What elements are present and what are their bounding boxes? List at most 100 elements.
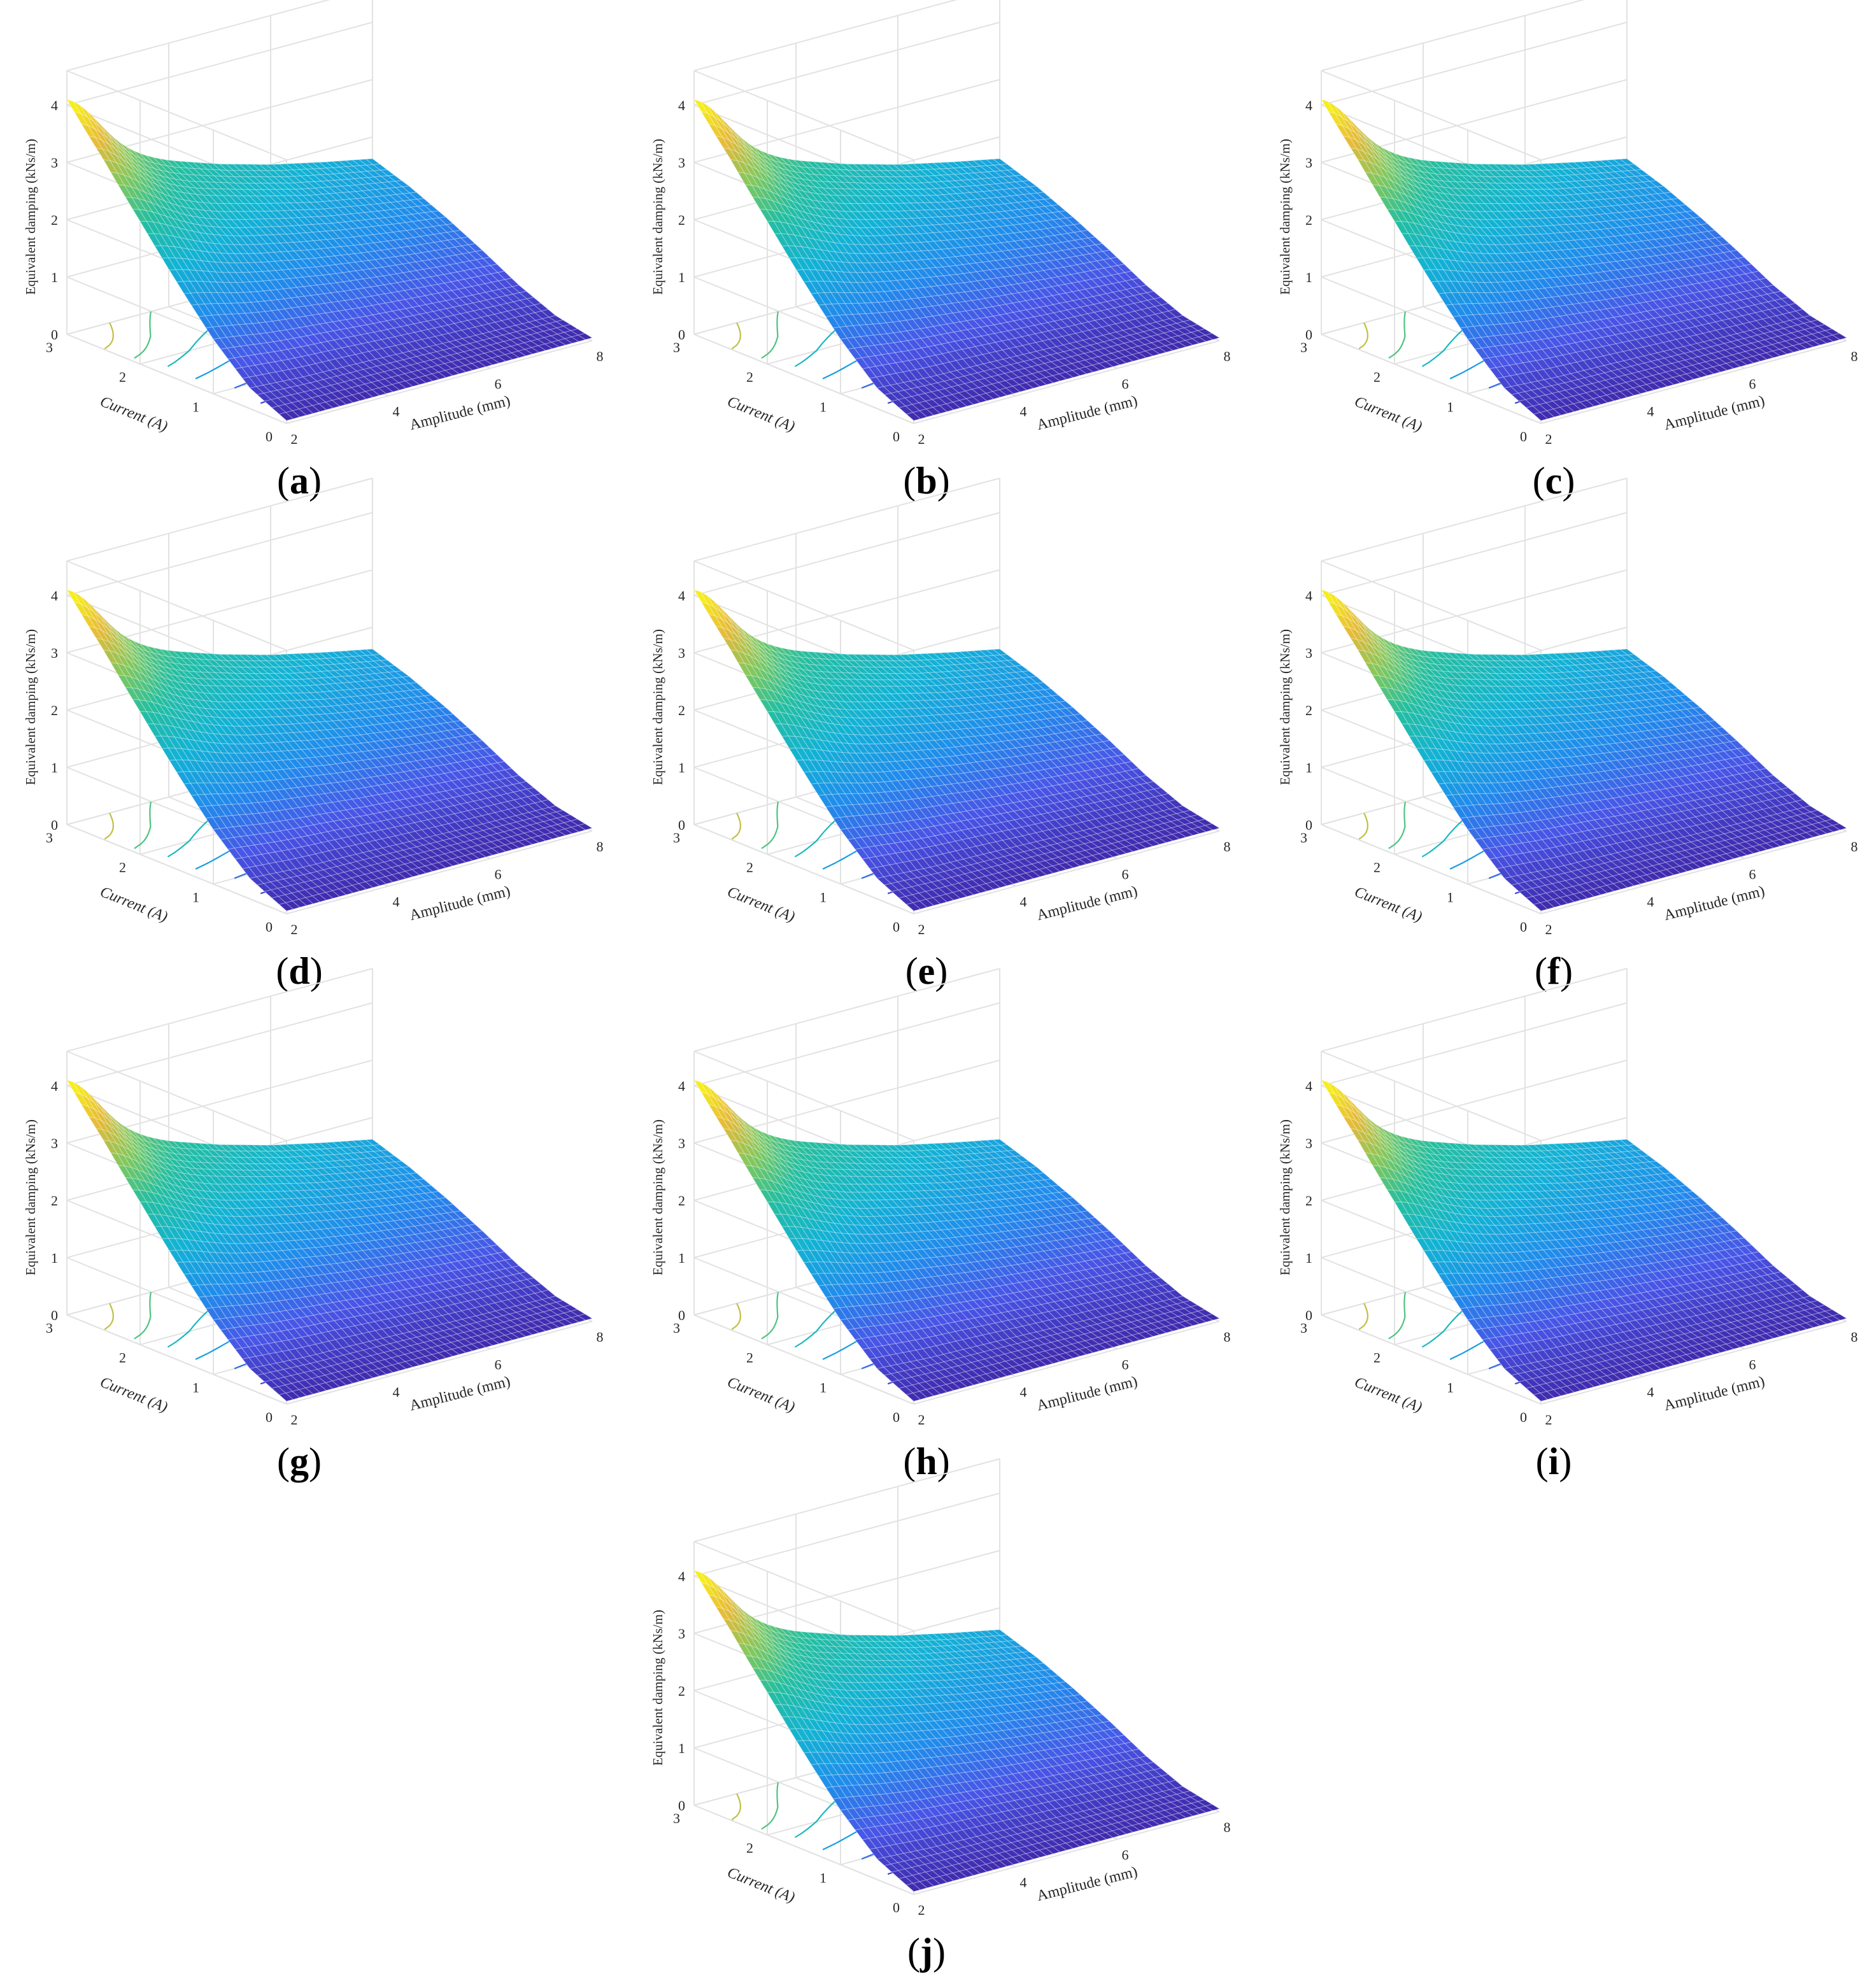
surface-patch bbox=[1817, 323, 1833, 331]
z-tick-label: 0 bbox=[1305, 327, 1312, 343]
surface-patch bbox=[1043, 198, 1060, 206]
surface-patch bbox=[372, 654, 388, 661]
z-tick-label: 4 bbox=[1305, 97, 1312, 113]
z-axis-title: Equivalent damping (kNs/m) bbox=[650, 139, 665, 295]
x-tick-label: 6 bbox=[1122, 376, 1129, 392]
y-axis-title: Current (A) bbox=[97, 394, 169, 436]
surface-patch bbox=[1766, 285, 1782, 294]
surface-patch bbox=[1036, 192, 1052, 200]
y-axis-title: Current (A) bbox=[725, 394, 797, 436]
x-tick-label: 2 bbox=[1545, 431, 1552, 447]
caption-close-paren: ) bbox=[309, 460, 322, 502]
surface-patch bbox=[1619, 158, 1636, 166]
surface-patch bbox=[562, 323, 579, 331]
x-tick-label: 8 bbox=[597, 348, 604, 364]
grid-line-floor-y bbox=[286, 830, 593, 914]
surface-patch bbox=[364, 648, 381, 656]
caption-open-paren: ( bbox=[903, 460, 916, 502]
caption-open-paren: ( bbox=[277, 460, 290, 502]
surface-patch bbox=[1028, 185, 1045, 194]
z-tick-label: 4 bbox=[51, 97, 58, 113]
surface-patch bbox=[1678, 204, 1694, 213]
grid-line-floor-y bbox=[1540, 340, 1847, 424]
surface-patch bbox=[1051, 204, 1067, 213]
surface-patch bbox=[379, 169, 396, 176]
contour-line bbox=[1388, 311, 1407, 359]
z-tick-label: 3 bbox=[1305, 155, 1312, 171]
y-tick-label: 0 bbox=[1520, 429, 1527, 444]
surface-patch bbox=[1633, 169, 1650, 176]
surface-patch bbox=[1204, 332, 1221, 340]
surface-plot-panel-b: 0 1 2 3 4 0 1 2 3 2 4 6 8 Equivalent damping (kNs/m) C… bbox=[627, 0, 1231, 503]
surface-patch bbox=[409, 682, 425, 690]
x-tick-label: 8 bbox=[1224, 348, 1231, 364]
surface-patch bbox=[1139, 285, 1154, 294]
z-tick-label: 3 bbox=[51, 155, 58, 171]
surface-mesh bbox=[1320, 98, 1848, 422]
surface-patch bbox=[401, 185, 418, 194]
surface-patch bbox=[423, 204, 439, 213]
surface-patch bbox=[416, 198, 432, 206]
z-tick-label: 1 bbox=[1305, 269, 1312, 285]
surface-patch bbox=[555, 319, 572, 327]
surface-patch bbox=[453, 230, 469, 239]
grid-line-floor-y bbox=[286, 340, 593, 424]
box-top-edge bbox=[66, 70, 287, 160]
grid-line-side-z bbox=[66, 334, 287, 424]
surface-patch bbox=[372, 164, 388, 171]
surface-patch bbox=[409, 192, 425, 200]
grid-line-side-z bbox=[66, 824, 287, 914]
surface-mesh bbox=[66, 98, 593, 422]
surface-patch bbox=[1006, 169, 1023, 176]
y-tick-label: 0 bbox=[893, 429, 900, 444]
surface-plot-panel-c: 0 1 2 3 4 0 1 2 3 2 4 6 8 Equivalent damping (kNs/m) C… bbox=[1254, 0, 1858, 503]
y-tick-label: 1 bbox=[820, 399, 827, 415]
surface-mesh bbox=[66, 588, 593, 912]
surface-patch bbox=[1189, 323, 1206, 331]
box-top-edge bbox=[693, 0, 958, 71]
surface-patch bbox=[1656, 185, 1672, 194]
z-tick-label: 2 bbox=[678, 212, 685, 228]
surface-patch bbox=[1641, 174, 1657, 182]
surface-patch bbox=[1626, 164, 1643, 171]
panel-caption: (a) bbox=[0, 458, 599, 503]
x-tick-label: 2 bbox=[918, 431, 925, 447]
contour-line bbox=[1358, 322, 1368, 350]
surface-patch bbox=[511, 285, 527, 294]
z-tick-label: 0 bbox=[678, 327, 685, 343]
contour-line bbox=[761, 311, 779, 359]
grid-line-side-z bbox=[693, 334, 914, 424]
box-top-edge bbox=[1321, 70, 1542, 160]
y-tick-label: 2 bbox=[746, 369, 753, 385]
grid-line-side-z bbox=[1321, 334, 1542, 424]
z-tick-label: 3 bbox=[678, 155, 685, 171]
surface-plot-panel-a: 0 1 2 3 4 0 1 2 3 2 4 6 8 Equivalent damping (kNs/m) C… bbox=[0, 0, 604, 503]
surface-patch bbox=[401, 676, 418, 684]
z-tick-label: 2 bbox=[51, 212, 58, 228]
z-tick-label: 1 bbox=[678, 269, 685, 285]
surface-patch bbox=[577, 332, 593, 340]
z-tick-label: 1 bbox=[51, 269, 58, 285]
caption-close-paren: ) bbox=[1562, 460, 1575, 502]
x-tick-label: 4 bbox=[1020, 404, 1027, 420]
y-tick-label: 1 bbox=[1447, 399, 1454, 415]
panel-caption: (c) bbox=[1254, 458, 1853, 503]
surface-patch bbox=[364, 158, 381, 166]
box-top-edge bbox=[66, 478, 373, 562]
x-axis-title: Amplitude (mm) bbox=[1035, 393, 1139, 434]
x-axis-title: Amplitude (mm) bbox=[1663, 393, 1766, 434]
surface-patch bbox=[379, 659, 396, 667]
caption-close-paren: ) bbox=[937, 460, 950, 502]
panel-caption: (b) bbox=[627, 458, 1226, 503]
surface-plot-panel-d: 0 1 2 3 4 0 1 2 3 2 4 6 8 Equivalent damping (kNs/m) C… bbox=[0, 478, 604, 993]
surface-patch bbox=[1707, 230, 1723, 239]
surface-patch bbox=[1824, 328, 1841, 336]
surface-patch bbox=[387, 174, 403, 182]
surface-patch bbox=[1810, 319, 1826, 327]
surface-patch bbox=[1670, 198, 1687, 206]
y-tick-label: 2 bbox=[119, 369, 126, 385]
x-tick-label: 8 bbox=[1851, 348, 1858, 364]
